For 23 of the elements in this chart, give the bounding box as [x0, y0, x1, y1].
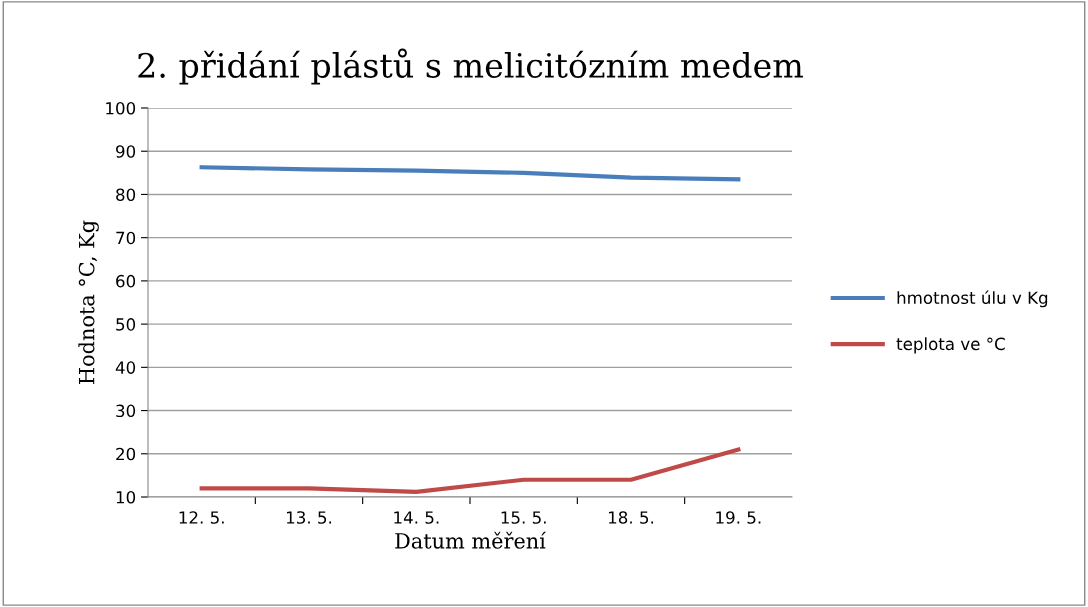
- y-tick-label: 20: [116, 447, 136, 461]
- y-tick-label: 50: [116, 318, 136, 331]
- legend-label: hmotnost úlu v Kg: [897, 290, 1048, 308]
- y-tick-label: 80: [116, 188, 136, 202]
- y-tick-label: 10: [116, 490, 136, 504]
- x-tick-label: 18. 5.: [608, 511, 654, 524]
- x-tick-label: 13. 5.: [286, 511, 332, 524]
- y-tick-label: 30: [116, 404, 136, 418]
- y-tick-label: 90: [116, 145, 136, 158]
- x-tick-label: 12. 5.: [179, 511, 224, 524]
- x-tick-label: 15. 5.: [501, 511, 546, 524]
- line-series: [199, 165, 741, 182]
- x-axis-title: Datum měření: [395, 531, 546, 549]
- y-tick-label: 40: [115, 361, 136, 374]
- x-tick-label: 14. 5.: [394, 511, 439, 524]
- y-tick-label: 70: [116, 231, 136, 245]
- y-axis-title: Hodnota °C, Kg: [78, 220, 99, 384]
- y-tick-label: 60: [116, 274, 136, 288]
- line-series: [199, 447, 741, 494]
- y-tick-label: 100: [106, 101, 136, 115]
- chart-title: 2. přidání plástů s melicitózním medem: [138, 48, 803, 85]
- legend-label: teplota ve °C: [896, 337, 1005, 354]
- x-tick-label: 19. 5.: [716, 511, 761, 524]
